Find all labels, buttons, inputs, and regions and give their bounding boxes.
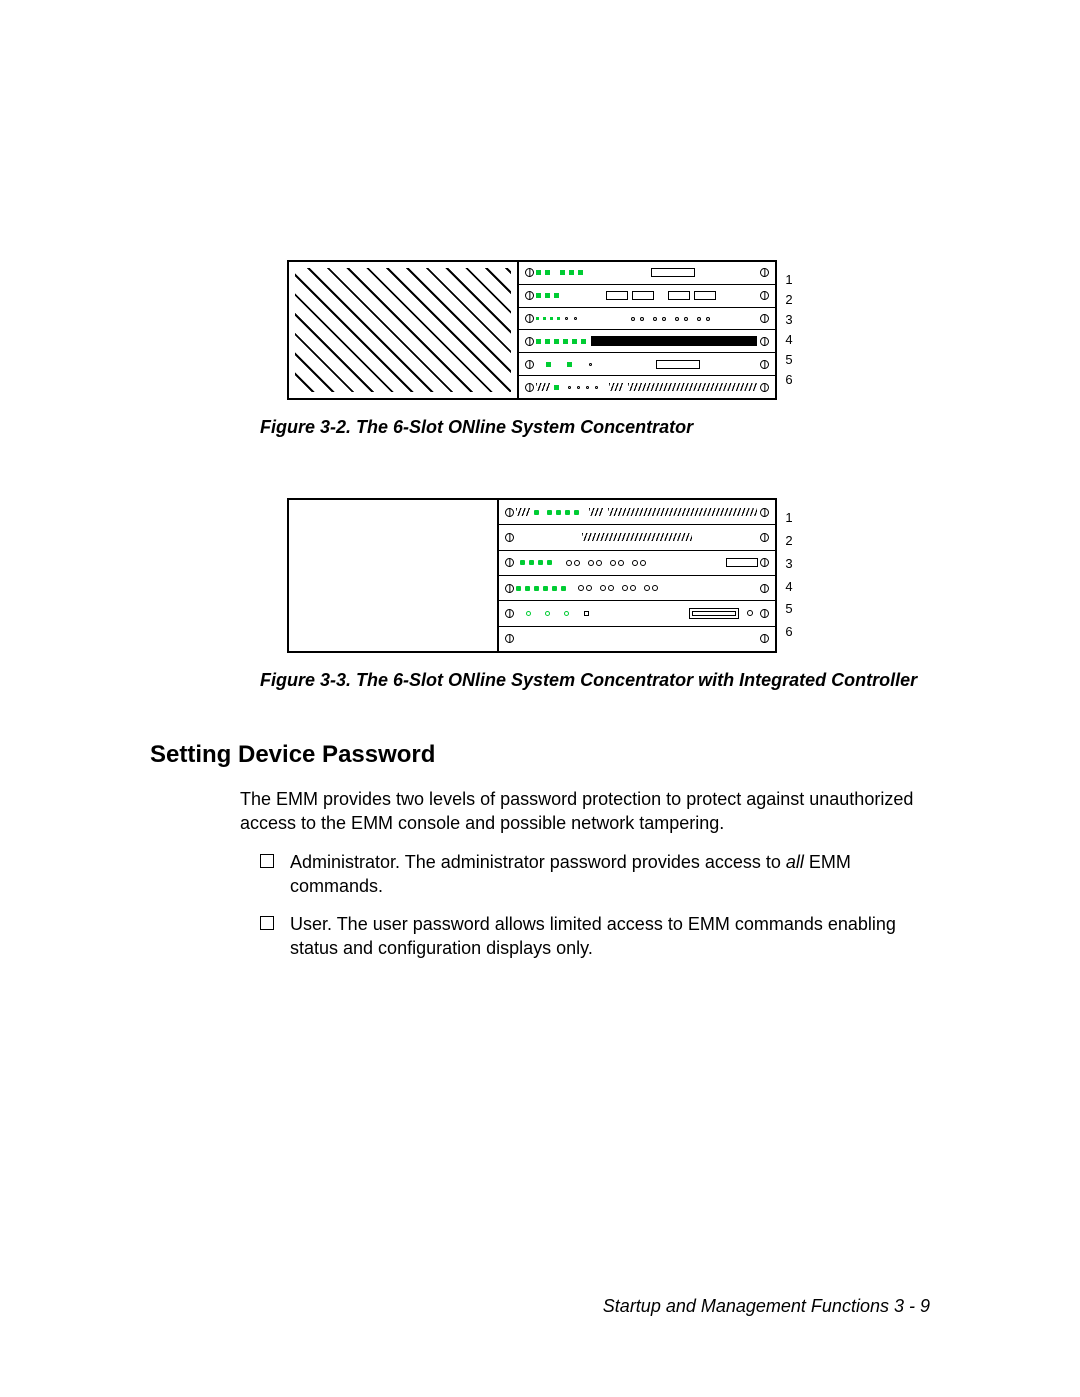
screw-icon (505, 584, 514, 593)
db-connector (689, 608, 739, 619)
bullet-text: Administrator. The administrator passwor… (290, 850, 920, 899)
screw-icon (760, 558, 769, 567)
port (606, 291, 628, 300)
bullet-item: User. The user password allows limited a… (260, 912, 920, 961)
device-concentrator-6slot (287, 260, 777, 400)
slot-num: 2 (785, 530, 792, 553)
device-slot-bay (499, 500, 775, 651)
intro-paragraph: The EMM provides two levels of password … (240, 787, 920, 836)
bullet-icon (260, 916, 274, 930)
slot-num: 5 (785, 350, 792, 370)
slot-num: 4 (785, 330, 792, 350)
screw-icon (760, 533, 769, 542)
device-slot-bay (519, 262, 775, 398)
vent (582, 533, 692, 541)
bullet-item: Administrator. The administrator passwor… (260, 850, 920, 899)
screw-icon (760, 360, 769, 369)
screw-icon (760, 609, 769, 618)
screw-icon (525, 360, 534, 369)
document-page: 1 2 3 4 5 6 Figure 3-2. The 6-Slot ONlin… (0, 0, 1080, 1397)
port (668, 291, 690, 300)
slot-2 (519, 285, 775, 308)
screw-icon (505, 508, 514, 517)
port (726, 558, 758, 567)
vent (628, 383, 757, 391)
screw-icon (505, 634, 514, 643)
slot-num: 3 (785, 310, 792, 330)
screw-icon (525, 291, 534, 300)
screw-icon (525, 314, 534, 323)
slot-num: 4 (785, 576, 792, 599)
slot-num: 6 (785, 370, 792, 390)
screw-icon (760, 268, 769, 277)
slot-6 (499, 627, 775, 651)
section-heading: Setting Device Password (150, 741, 930, 769)
slot-num: 5 (785, 598, 792, 621)
slot-4 (499, 576, 775, 601)
slot-2 (499, 525, 775, 550)
screw-icon (505, 558, 514, 567)
figure-caption: Figure 3-3. The 6-Slot ONline System Con… (260, 670, 930, 691)
slot-5 (519, 353, 775, 376)
slot-number-labels: 1 2 3 4 5 6 (785, 507, 792, 644)
vent (608, 508, 757, 516)
screw-icon (760, 291, 769, 300)
slot-3 (499, 551, 775, 576)
device-concentrator-6slot-controller (287, 498, 777, 653)
slot-1 (519, 262, 775, 285)
port (694, 291, 716, 300)
slot-num: 1 (785, 507, 792, 530)
slot-num: 1 (785, 270, 792, 290)
device-left-panel (289, 262, 519, 398)
connector-strip (591, 336, 757, 346)
bullet-icon (260, 854, 274, 868)
screw-icon (505, 609, 514, 618)
screw-icon (760, 337, 769, 346)
figure-3-3: 1 2 3 4 5 6 Figure 3-3. The 6-Slot ONlin… (150, 498, 930, 691)
page-footer: Startup and Management Functions 3 - 9 (603, 1296, 930, 1317)
slot-num: 2 (785, 290, 792, 310)
slot-num: 6 (785, 621, 792, 644)
screw-icon (760, 508, 769, 517)
screw-icon (760, 634, 769, 643)
port (656, 360, 700, 369)
slot-num: 3 (785, 553, 792, 576)
figure-3-2: 1 2 3 4 5 6 Figure 3-2. The 6-Slot ONlin… (150, 260, 930, 438)
screw-icon (525, 268, 534, 277)
screw-icon (505, 533, 514, 542)
slot-5 (499, 601, 775, 626)
slot-3 (519, 308, 775, 331)
bullet-text: User. The user password allows limited a… (290, 912, 920, 961)
screw-icon (525, 383, 534, 392)
device-left-panel (289, 500, 499, 651)
screw-icon (525, 337, 534, 346)
port (632, 291, 654, 300)
screw-icon (760, 383, 769, 392)
screw-icon (760, 314, 769, 323)
slot-4 (519, 330, 775, 353)
port (651, 268, 695, 277)
screw-icon (760, 584, 769, 593)
slot-number-labels: 1 2 3 4 5 6 (785, 270, 792, 391)
figure-caption: Figure 3-2. The 6-Slot ONline System Con… (260, 417, 930, 438)
slot-6 (519, 376, 775, 398)
slot-1 (499, 500, 775, 525)
